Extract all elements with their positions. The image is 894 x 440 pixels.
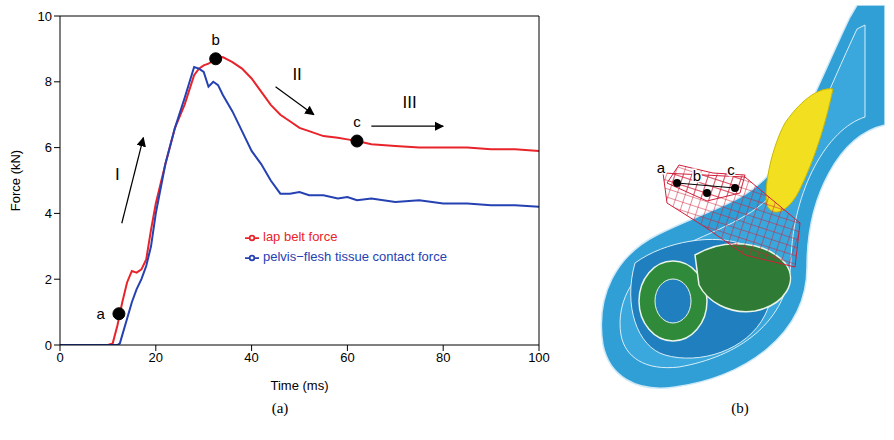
svg-text:10: 10 xyxy=(38,9,52,24)
svg-text:80: 80 xyxy=(436,350,450,365)
svg-text:b: b xyxy=(693,167,701,184)
svg-text:100: 100 xyxy=(528,350,550,365)
svg-text:c: c xyxy=(727,161,735,178)
svg-text:Time (ms): Time (ms) xyxy=(270,378,328,393)
svg-text:III: III xyxy=(403,93,417,112)
svg-text:8: 8 xyxy=(45,74,52,89)
svg-text:0: 0 xyxy=(56,350,63,365)
svg-text:6: 6 xyxy=(45,140,52,155)
svg-text:4: 4 xyxy=(45,206,52,221)
svg-text:I: I xyxy=(115,165,120,184)
svg-text:20: 20 xyxy=(149,350,163,365)
html-text:lap belt force: lap belt force xyxy=(263,229,338,244)
svg-text:60: 60 xyxy=(340,350,354,365)
html-text:pelvis−flesh tissue contact fo: pelvis−flesh tissue contact force xyxy=(263,249,447,264)
svg-text:c: c xyxy=(353,113,361,130)
svg-text:a: a xyxy=(657,159,666,176)
svg-text:40: 40 xyxy=(244,350,258,365)
svg-text:Force (kN): Force (kN) xyxy=(8,150,23,211)
svg-text:b: b xyxy=(212,31,220,48)
svg-text:II: II xyxy=(292,65,301,84)
html-text:(a): (a) xyxy=(271,400,289,416)
html-text:(b): (b) xyxy=(731,400,749,416)
svg-text:0: 0 xyxy=(45,338,52,353)
svg-text:a: a xyxy=(97,305,106,322)
svg-text:2: 2 xyxy=(45,272,52,287)
